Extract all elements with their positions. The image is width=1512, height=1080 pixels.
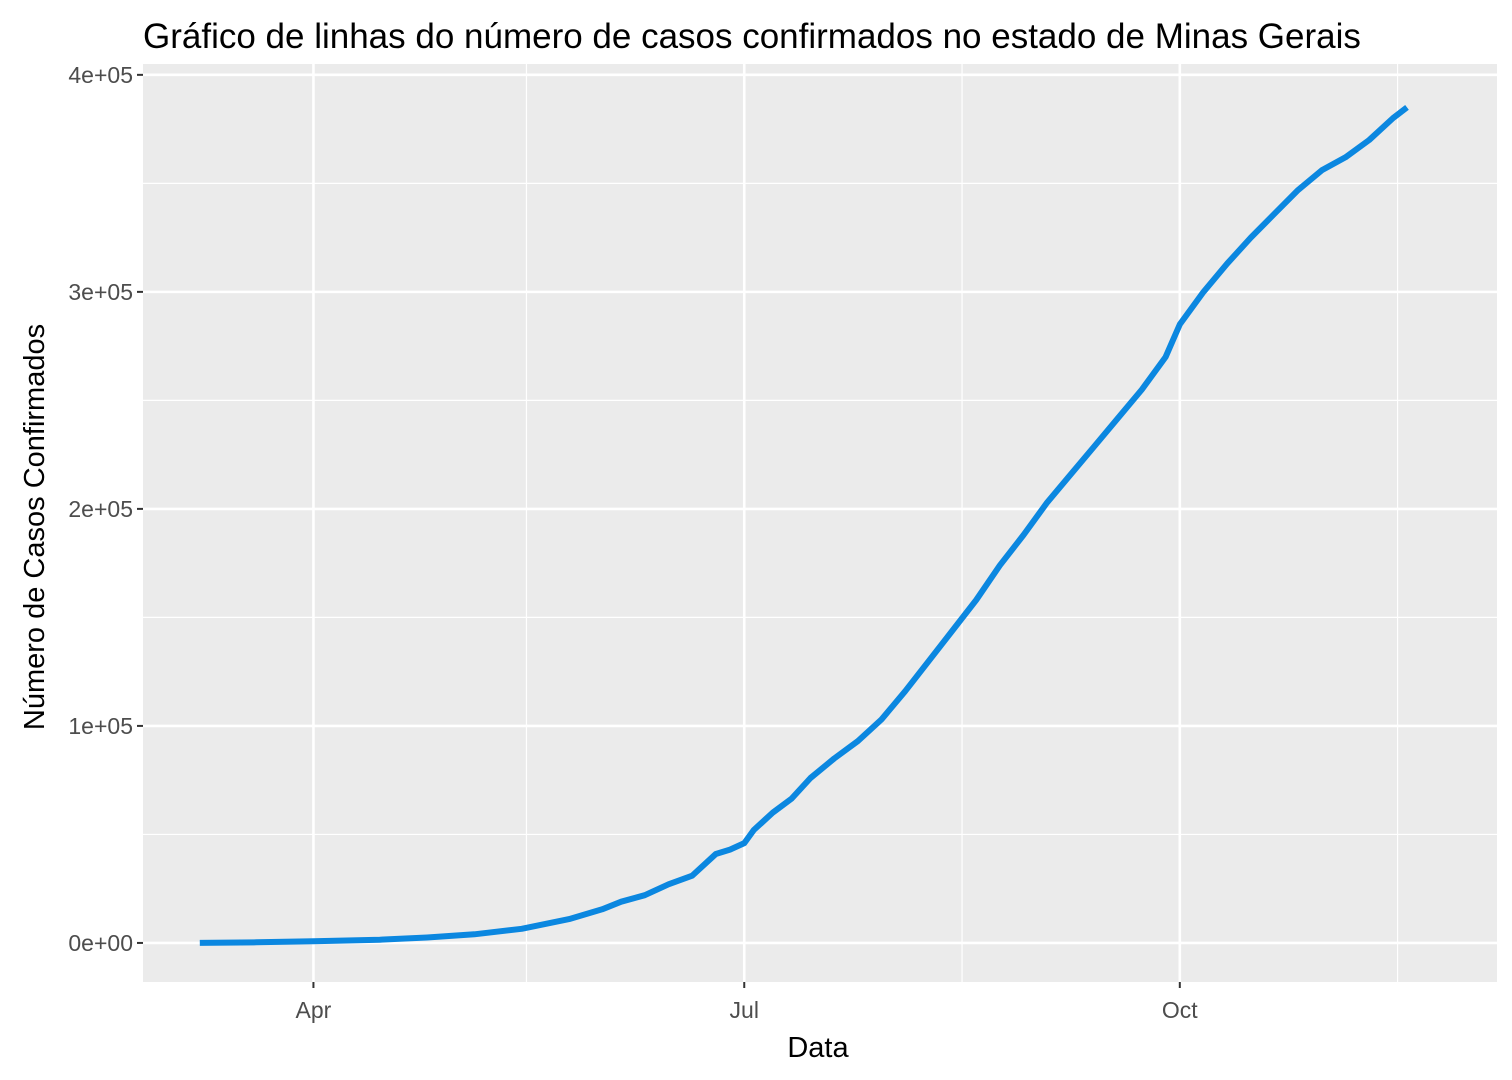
y-axis-title: Número de Casos Confirmados — [19, 324, 51, 730]
y-tick-label: 4e+05 — [68, 62, 133, 88]
series-layer — [199, 105, 1409, 946]
y-tick-label: 1e+05 — [68, 713, 133, 739]
y-tick-label: 3e+05 — [68, 279, 133, 305]
major-gridlines — [143, 64, 1497, 982]
minor-gridlines — [143, 64, 1497, 982]
y-tick-labels: 0e+00 1e+05 2e+05 3e+05 4e+05 — [68, 62, 133, 956]
x-tick-label: Jul — [730, 997, 759, 1023]
x-tick-labels: Apr Jul Oct — [296, 997, 1199, 1023]
series-line — [199, 105, 1409, 946]
x-tick-label: Oct — [1162, 997, 1198, 1023]
x-tick-label: Apr — [296, 997, 332, 1023]
plot-panel — [143, 64, 1497, 982]
chart-title: Gráfico de linhas do número de casos con… — [143, 17, 1361, 56]
axis-ticks — [137, 73, 1181, 988]
y-tick-label: 0e+00 — [68, 930, 133, 956]
x-axis-title: Data — [787, 1032, 849, 1064]
y-tick-label: 2e+05 — [68, 496, 133, 522]
